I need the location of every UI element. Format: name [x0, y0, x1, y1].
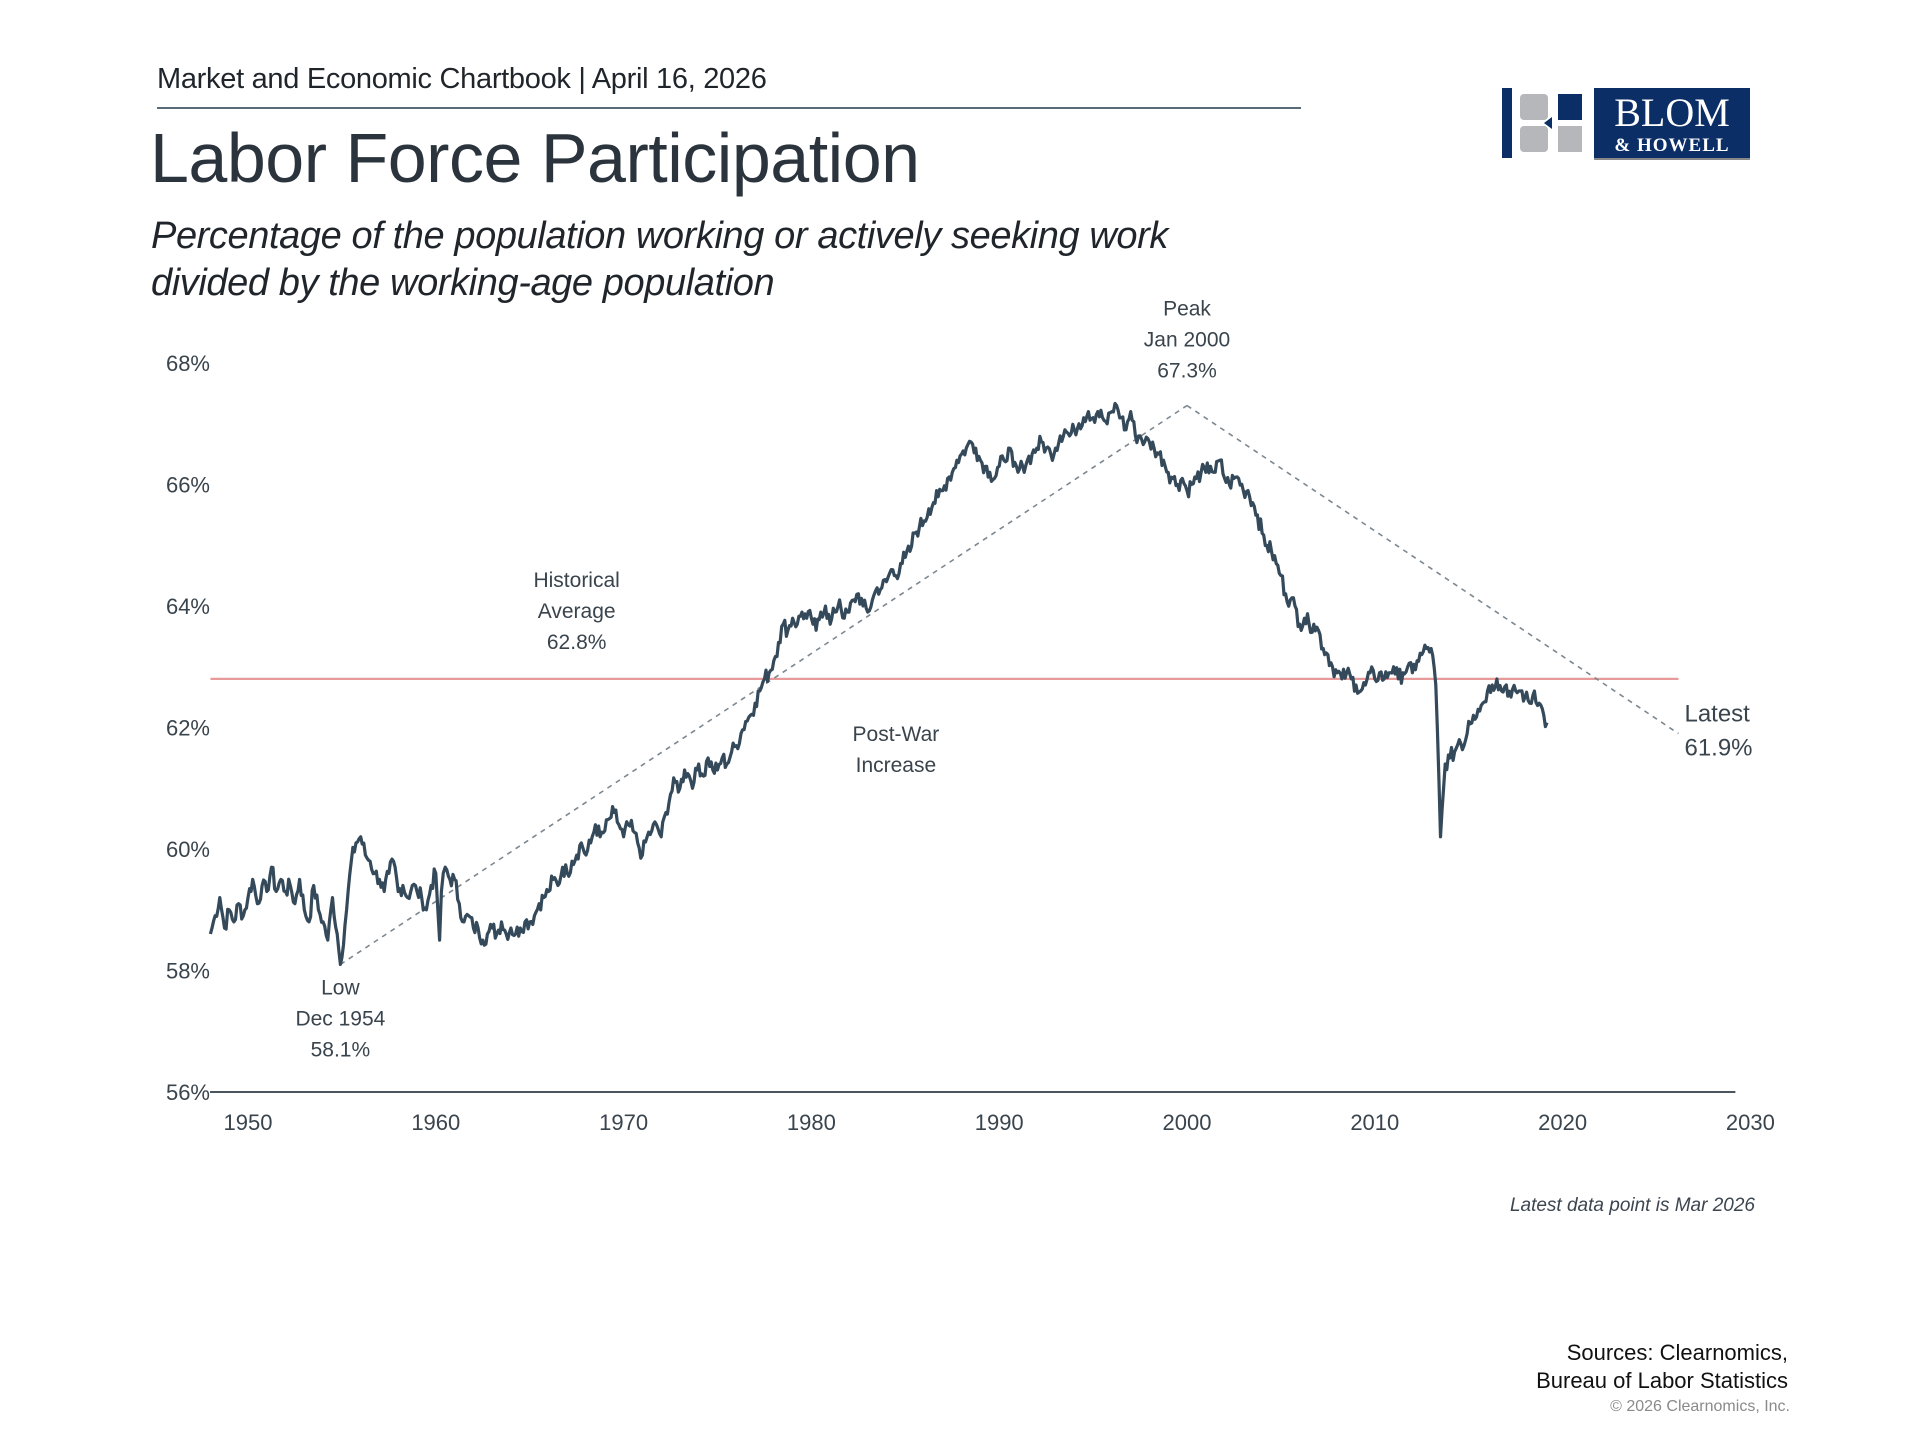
y-tick-label: 68%: [166, 351, 210, 376]
x-tick-label: 1980: [787, 1110, 836, 1135]
annotation-text: 61.9%: [1684, 735, 1752, 762]
annotation-average: Historical Average 62.8%: [533, 569, 619, 654]
annotation-postwar: Post-War Increase: [853, 723, 940, 777]
x-tick-label: 2030: [1726, 1110, 1775, 1135]
x-tick-label: 1950: [224, 1110, 273, 1135]
series-line: [208, 401, 1549, 966]
annotation-text: Latest: [1684, 701, 1750, 728]
x-tick-label: 1960: [411, 1110, 460, 1135]
y-tick-label: 60%: [166, 837, 210, 862]
logo-name-line-1: BLOM: [1614, 90, 1730, 135]
logo-bar-icon: [1502, 88, 1512, 158]
logo-name-box: [1594, 88, 1750, 158]
logo-h-upper-icon: [1558, 94, 1582, 120]
annotation-text: Peak: [1163, 298, 1211, 321]
y-axis: 56% 58% 60% 62% 64% 66% 68%: [166, 351, 214, 1105]
y-tick-label: 56%: [166, 1080, 210, 1105]
y-tick-label: 58%: [166, 959, 210, 984]
page-title: Labor Force Participation: [150, 119, 920, 197]
header-divider: [157, 107, 1301, 109]
subtitle-line-2: divided by the working-age population: [151, 262, 775, 304]
annotation-text: 58.1%: [311, 1038, 371, 1061]
annotation-low: Low Dec 1954 58.1%: [295, 976, 385, 1061]
x-tick-label: 2020: [1538, 1110, 1587, 1135]
logo-h-lower-icon: [1558, 126, 1582, 152]
x-tick-label: 1970: [599, 1110, 648, 1135]
annotation-text: Average: [538, 600, 616, 623]
sources-line-1: Sources: Clearnomics,: [1566, 1340, 1788, 1365]
chartbook-header: Market and Economic Chartbook | April 16…: [157, 63, 767, 95]
logo-name-line-2: & HOWELL: [1614, 135, 1729, 156]
annotation-latest: Latest 61.9%: [1684, 701, 1752, 762]
subtitle-line-1: Percentage of the population working or …: [151, 215, 1168, 257]
copyright: © 2026 Clearnomics, Inc.: [1610, 1398, 1790, 1415]
x-tick-label: 2000: [1163, 1110, 1212, 1135]
y-tick-label: 62%: [166, 716, 210, 741]
y-tick-label: 66%: [166, 473, 210, 498]
latest-data-note: Latest data point is Mar 2026: [1509, 1195, 1755, 1216]
blom-howell-logo: BLOM & HOWELL: [1502, 88, 1750, 160]
annotation-text: 62.8%: [547, 631, 607, 654]
y-tick-label: 64%: [166, 594, 210, 619]
logo-b-lower-icon: [1520, 126, 1548, 152]
x-tick-label: 1990: [975, 1110, 1024, 1135]
annotation-peak: Peak Jan 2000 67.3%: [1144, 298, 1230, 383]
annotation-text: Jan 2000: [1144, 329, 1230, 352]
annotation-text: Increase: [856, 754, 937, 777]
x-tick-label: 2010: [1350, 1110, 1399, 1135]
sources-line-2: Bureau of Labor Statistics: [1536, 1368, 1788, 1393]
annotation-text: 67.3%: [1157, 360, 1217, 383]
annotation-text: Dec 1954: [295, 1007, 385, 1030]
annotation-group: Low Dec 1954 58.1% Peak Jan 2000 67.3% Histori…: [295, 298, 1752, 1062]
annotation-text: Historical: [533, 569, 619, 592]
annotation-text: Post-War: [853, 723, 940, 746]
annotation-text: Low: [321, 976, 360, 999]
trend-line-group: [339, 404, 1679, 966]
logo-arrow-icon: [1544, 117, 1552, 129]
x-axis: 1950 1960 1970 1980 1990 2000 2010 2020 2030: [224, 1110, 1775, 1135]
sources: Sources: Clearnomics, Bureau of Labor St…: [1536, 1339, 1788, 1395]
trend-line: [1186, 404, 1679, 735]
chart-subtitle: Percentage of the population working or …: [151, 213, 1168, 307]
logo-b-upper-icon: [1520, 94, 1548, 120]
